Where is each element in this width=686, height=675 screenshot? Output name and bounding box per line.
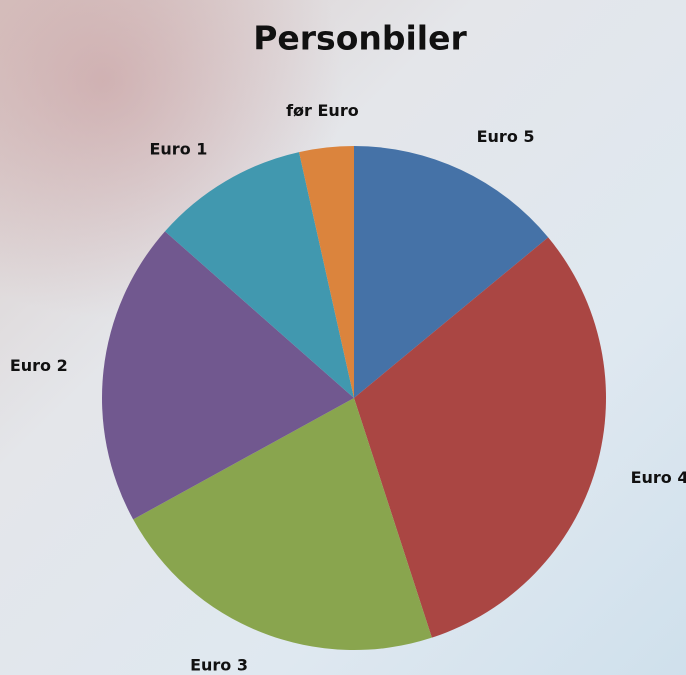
slice-label: Euro 2 bbox=[10, 356, 68, 375]
pie-slice bbox=[102, 231, 354, 520]
slice-label: Euro 4 bbox=[631, 468, 686, 487]
pie-slice bbox=[354, 146, 549, 398]
pie-slice bbox=[299, 146, 354, 398]
chart-title: Personbiler bbox=[253, 19, 467, 58]
pie-slice bbox=[354, 237, 606, 638]
slice-label: Euro 5 bbox=[477, 127, 535, 146]
slice-label: Euro 1 bbox=[149, 140, 207, 159]
pie-slice bbox=[133, 398, 432, 650]
slice-label: før Euro bbox=[286, 101, 359, 120]
pie-slice bbox=[164, 152, 354, 398]
slice-label: Euro 3 bbox=[190, 655, 248, 674]
